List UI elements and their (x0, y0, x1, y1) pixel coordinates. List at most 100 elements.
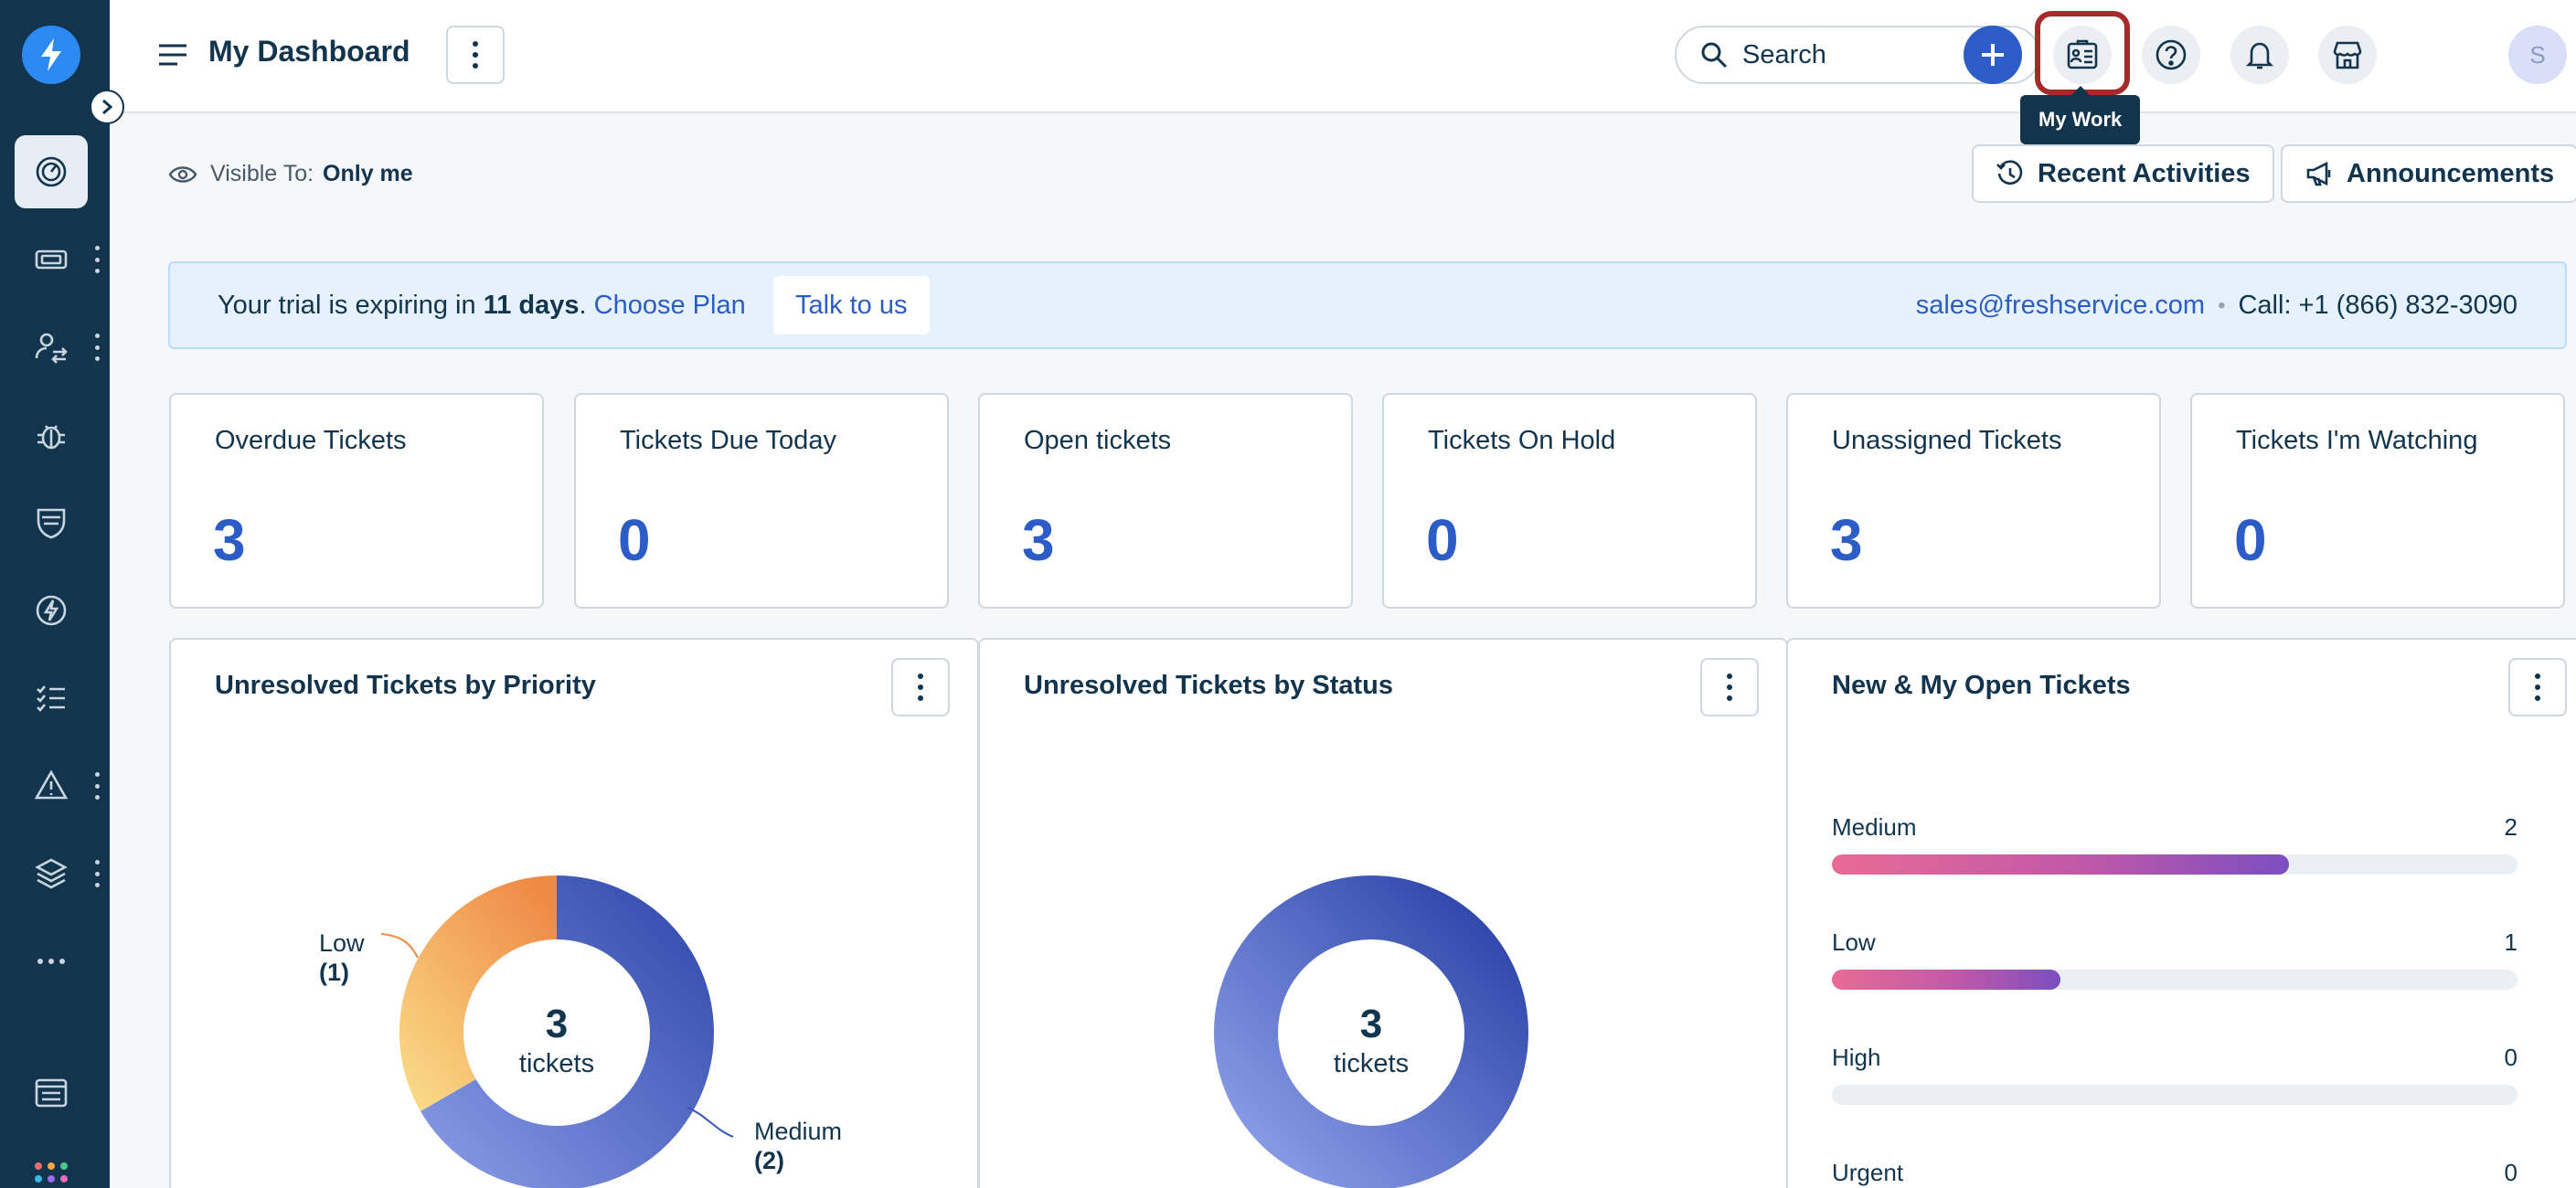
stat-card-watching[interactable]: Tickets I'm Watching 0 (2190, 393, 2565, 609)
layers-icon (35, 858, 68, 889)
stat-title: Tickets I'm Watching (2236, 426, 2478, 455)
stat-card-overdue[interactable]: Overdue Tickets 3 (169, 393, 544, 609)
top-header: My Dashboard (110, 0, 2576, 113)
widget-options-button[interactable] (1700, 658, 1759, 716)
stat-title: Overdue Tickets (215, 426, 407, 455)
sidebar-alerts-menu[interactable] (91, 772, 102, 800)
widget-title: Unresolved Tickets by Priority (215, 671, 596, 700)
status-donut-chart (1214, 875, 1528, 1188)
donut-slice-low[interactable] (399, 875, 557, 1111)
stat-title: Open tickets (1024, 426, 1172, 455)
marketplace-icon (2333, 41, 2362, 69)
stat-card-unassigned[interactable]: Unassigned Tickets 3 (1786, 393, 2161, 609)
bar-label: Urgent (1832, 1159, 1904, 1186)
widget-title: Unresolved Tickets by Status (1024, 671, 1394, 700)
slice-name: Medium (754, 1118, 843, 1145)
bar-row-high[interactable]: High 0 (1832, 1044, 2517, 1105)
my-work-tooltip: My Work (2020, 86, 2141, 144)
sidebar-item-tickets[interactable] (15, 223, 88, 296)
stat-card-due-today[interactable]: Tickets Due Today 0 (574, 393, 949, 609)
sidebar-item-tasks[interactable] (15, 662, 88, 735)
contact-info: sales@freshservice.com • Call: +1 (866) … (1916, 291, 2517, 321)
my-work-icon (2067, 39, 2098, 69)
app-switcher-icon[interactable] (33, 1159, 69, 1188)
freshservice-logo[interactable] (22, 26, 80, 84)
bar-head: Urgent 0 (1832, 1159, 2517, 1187)
sidebar-item-assets[interactable] (15, 486, 88, 559)
visibility-info: Visible To: Only me (168, 161, 413, 187)
donut-total: 3 (545, 1002, 569, 1046)
warning-icon (34, 769, 69, 800)
bar-head: High 0 (1832, 1044, 2517, 1072)
sidebar-item-problems[interactable] (15, 398, 88, 472)
dashboard-options-button[interactable] (446, 26, 505, 84)
slice-count: (1) (319, 959, 349, 986)
my-work-button[interactable] (2053, 26, 2112, 84)
bar-row-urgent[interactable]: Urgent 0 (1832, 1159, 2517, 1188)
help-button[interactable] (2142, 26, 2200, 84)
bar-value: 2 (2504, 813, 2517, 841)
notifications-button[interactable] (2230, 26, 2289, 84)
stat-card-on-hold[interactable]: Tickets On Hold 0 (1382, 393, 1757, 609)
stat-title: Tickets Due Today (620, 426, 836, 455)
stat-card-open[interactable]: Open tickets 3 (978, 393, 1353, 609)
slice-label-medium: Medium (2) (754, 1117, 842, 1175)
new-item-button[interactable] (1964, 26, 2022, 84)
checklist-icon (37, 685, 65, 712)
user-avatar[interactable]: S (2508, 26, 2567, 84)
stat-value: 3 (1022, 507, 1055, 573)
sales-phone: Call: +1 (866) 832-3090 (2238, 291, 2517, 320)
marketplace-button[interactable] (2318, 26, 2377, 84)
search-icon (1701, 42, 1728, 69)
talk-to-us-button[interactable]: Talk to us (773, 276, 930, 334)
bar-value: 1 (2504, 928, 2517, 956)
bar-row-low[interactable]: Low 1 (1832, 928, 2517, 990)
sidebar-item-dashboard[interactable] (15, 135, 88, 208)
sidebar-item-more[interactable] (15, 925, 88, 998)
recent-activities-label: Recent Activities (2038, 158, 2251, 188)
widget-options-button[interactable] (891, 658, 950, 716)
trial-prefix: Your trial is expiring in (218, 291, 476, 320)
megaphone-icon (2306, 161, 2331, 186)
history-icon (1996, 160, 2023, 186)
trial-days: 11 days (483, 291, 580, 320)
trial-banner: Your trial is expiring in 11 days. Choos… (168, 261, 2567, 349)
announcements-button[interactable]: Announcements (2281, 144, 2576, 203)
widget-priority: Unresolved Tickets by Priority 3 tickets… (169, 638, 979, 1188)
sidebar-item-reports[interactable] (15, 1056, 88, 1130)
donut-slice-open[interactable] (1214, 875, 1528, 1188)
bolt-icon (41, 38, 61, 71)
dashboard-icon (36, 156, 67, 187)
bell-icon (2245, 42, 2274, 69)
recent-activities-button[interactable]: Recent Activities (1972, 144, 2274, 203)
donut-slice-medium[interactable] (420, 875, 714, 1188)
sales-email-link[interactable]: sales@freshservice.com (1915, 291, 2206, 320)
stat-title: Unassigned Tickets (1832, 426, 2062, 455)
sidebar-item-changes[interactable] (15, 311, 88, 384)
bar-fill (1832, 970, 2060, 990)
stat-value: 3 (213, 507, 246, 573)
bar-track (1832, 1085, 2517, 1105)
sidebar-item-cmdb[interactable] (15, 837, 88, 910)
tickets-icon (35, 249, 68, 270)
sidebar-cmdb-menu[interactable] (91, 860, 102, 887)
stat-value: 0 (618, 507, 651, 573)
status-donut-center: 3 tickets (1280, 1002, 1463, 1079)
bar-label: Medium (1832, 813, 1917, 841)
donut-unit: tickets (518, 1049, 595, 1078)
sidebar-expand-button[interactable] (90, 90, 124, 124)
widget-options-button[interactable] (2508, 658, 2567, 716)
bar-head: Low 1 (1832, 928, 2517, 957)
chevron-right-icon (102, 99, 113, 115)
sidebar-tickets-menu[interactable] (91, 246, 102, 273)
reports-icon (35, 1078, 68, 1108)
bar-row-medium[interactable]: Medium 2 (1832, 813, 2517, 875)
choose-plan-link[interactable]: Choose Plan (593, 291, 746, 320)
menu-icon[interactable] (157, 40, 188, 69)
sidebar-item-alerts[interactable] (15, 749, 88, 822)
trial-message: Your trial is expiring in 11 days. Choos… (218, 291, 746, 321)
slice-label-low: Low (1) (319, 928, 365, 987)
sidebar-changes-menu[interactable] (91, 334, 102, 361)
sidebar-item-releases[interactable] (15, 574, 88, 647)
eye-icon (168, 165, 197, 183)
